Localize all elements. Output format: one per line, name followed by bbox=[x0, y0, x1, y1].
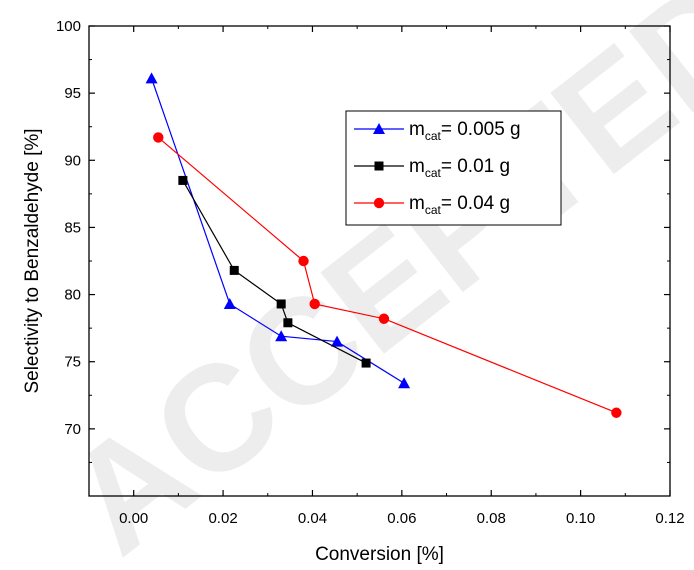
x-tick-label: 0.02 bbox=[208, 510, 237, 527]
x-tick-label: 0.00 bbox=[119, 510, 148, 527]
data-point bbox=[298, 255, 309, 267]
x-tick-label: 0.04 bbox=[298, 510, 327, 527]
data-point bbox=[331, 335, 344, 347]
y-tick-label: 95 bbox=[64, 85, 81, 102]
y-tick-label: 100 bbox=[56, 18, 81, 35]
watermark-text: ACCEPTED MANUSCRIPT bbox=[36, 0, 694, 570]
data-point bbox=[229, 265, 239, 275]
data-point bbox=[309, 298, 320, 310]
x-axis-title: Conversion [%] bbox=[315, 544, 444, 565]
x-tick-label: 0.12 bbox=[655, 510, 684, 527]
legend-item-3: mcat= 0.04 g bbox=[354, 193, 510, 217]
x-tick-label: 0.06 bbox=[387, 510, 416, 527]
data-point bbox=[145, 72, 158, 84]
legend-item-2: mcat= 0.01 g bbox=[354, 156, 510, 180]
series-2 bbox=[178, 175, 371, 368]
data-point bbox=[283, 318, 293, 328]
legend-label: mcat= 0.04 g bbox=[409, 193, 510, 217]
legend-marker bbox=[373, 197, 385, 209]
data-point bbox=[223, 297, 236, 309]
x-tick-label: 0.08 bbox=[477, 510, 506, 527]
data-point bbox=[398, 377, 411, 389]
x-tick-label: 0.10 bbox=[566, 510, 595, 527]
legend-item-1: mcat= 0.005 g bbox=[354, 119, 521, 143]
legend-marker bbox=[374, 161, 384, 171]
legend-label: mcat= 0.005 g bbox=[409, 119, 521, 143]
series-3 bbox=[153, 132, 622, 418]
data-point bbox=[378, 313, 390, 324]
y-tick-label: 90 bbox=[64, 152, 81, 169]
series-1 bbox=[145, 72, 411, 389]
data-point bbox=[153, 132, 164, 143]
y-tick-label: 75 bbox=[64, 354, 81, 371]
data-point bbox=[361, 358, 371, 368]
data-point bbox=[275, 330, 288, 342]
y-tick-label: 85 bbox=[64, 219, 81, 236]
data-point bbox=[276, 299, 286, 309]
data-point bbox=[178, 175, 188, 185]
plot-layer bbox=[145, 72, 622, 418]
legend-marker bbox=[373, 123, 385, 134]
y-tick-label: 80 bbox=[64, 287, 81, 304]
tick-layer: 0.00 0.02 0.04 0.06 0.08 0.10 0.12 70 75 80 85 90 95… bbox=[56, 18, 685, 527]
legend-label: mcat= 0.01 g bbox=[409, 156, 510, 180]
data-point bbox=[611, 407, 622, 418]
legend: mcat= 0.005 g mcat= 0.01 g mcat= 0.04 g bbox=[345, 110, 562, 226]
y-axis-title: Selectivity to Benzaldehyde [%] bbox=[22, 128, 43, 393]
y-tick-label: 70 bbox=[64, 421, 81, 438]
